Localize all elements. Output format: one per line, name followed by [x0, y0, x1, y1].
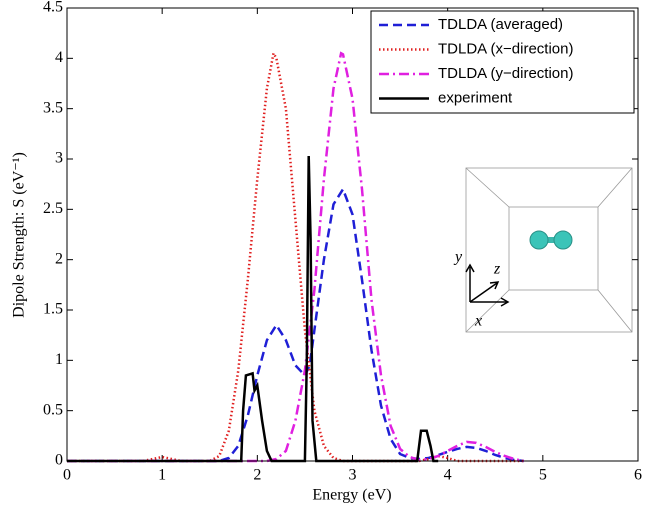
- inset-edge: [597, 289, 633, 333]
- y-tick-label: 4: [55, 49, 63, 66]
- atom: [553, 230, 573, 250]
- y-tick-label: 3.5: [43, 99, 63, 116]
- y-tick-label: 2.5: [43, 200, 63, 217]
- x-tick-label: 5: [539, 467, 547, 484]
- axis-arrow: [489, 281, 500, 290]
- y-tick-label: 0.5: [43, 401, 63, 418]
- inset-label: z: [493, 261, 501, 278]
- legend-label: experiment: [438, 89, 513, 106]
- inset-edge: [597, 167, 633, 208]
- inset-axes: [465, 263, 510, 307]
- series-line: [67, 51, 525, 463]
- y-tick-label: 0: [55, 452, 63, 469]
- y-tick-label: 4.5: [43, 0, 63, 16]
- inset-label: x: [474, 313, 482, 330]
- atom: [529, 230, 549, 250]
- x-tick-label: 2: [253, 467, 261, 484]
- x-tick-label: 4: [444, 467, 452, 484]
- bond: [539, 237, 563, 243]
- molecule: [529, 230, 573, 250]
- axis-arrow: [500, 297, 510, 307]
- inset-edge: [465, 167, 510, 208]
- axis-arrow: [465, 263, 475, 273]
- y-tick-label: 2: [55, 250, 63, 267]
- y-tick-label: 3: [55, 150, 63, 167]
- x-tick-label: 6: [634, 467, 642, 484]
- series-line: [67, 49, 524, 463]
- x-tick-label: 0: [63, 467, 71, 484]
- inset-outer: [465, 167, 633, 333]
- legend-label: TDLDA (averaged): [438, 16, 563, 33]
- legend: TDLDA (averaged) TDLDA (x−direction) TDLDA…: [370, 10, 635, 114]
- legend-box: [370, 10, 635, 114]
- legend-label: TDLDA (y−direction): [438, 65, 573, 82]
- x-tick-label: 3: [349, 467, 357, 484]
- axis-arrow: [469, 282, 498, 303]
- y-tick-label: 1.5: [43, 301, 63, 318]
- inset-edge: [465, 289, 510, 333]
- inset-inner: [508, 206, 599, 291]
- plot-frame: [66, 7, 639, 462]
- legend-label: TDLDA (x−direction): [438, 40, 573, 57]
- inset-label: y: [453, 249, 463, 266]
- x-tick-label: 1: [158, 467, 166, 484]
- y-axis-label: Dipole Strength: S (eV⁻¹): [11, 152, 28, 318]
- inset: [465, 167, 633, 333]
- y-tick-label: 1: [55, 351, 63, 368]
- x-axis-label: Energy (eV): [312, 487, 391, 504]
- series-line: [67, 186, 524, 463]
- series-line: [67, 155, 439, 463]
